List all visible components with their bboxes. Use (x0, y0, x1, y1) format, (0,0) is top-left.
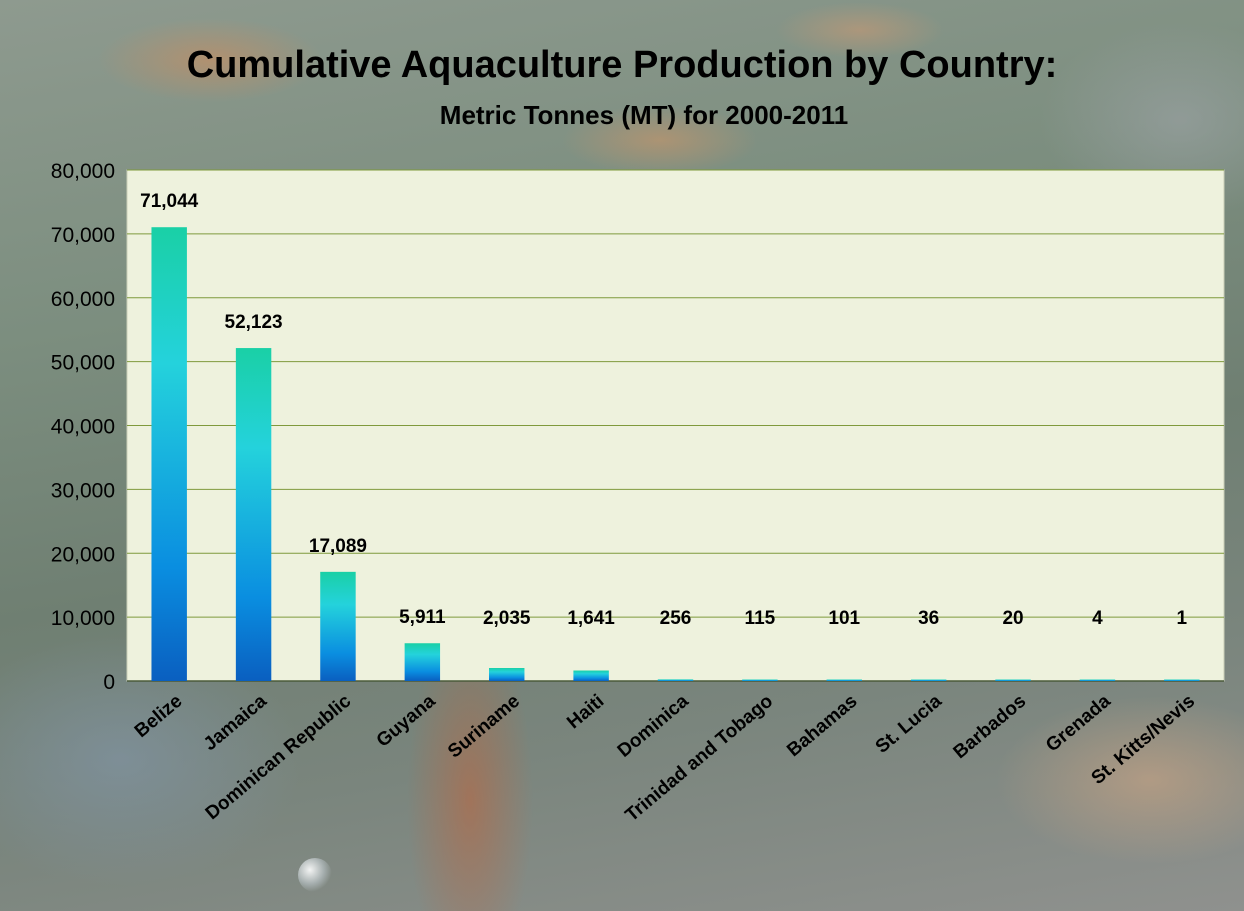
bar (573, 670, 609, 681)
x-tick-label: Guyana (373, 690, 440, 751)
bar (910, 679, 947, 681)
y-tick-label: 10,000 (51, 607, 115, 630)
chart-title: Cumulative Aquaculture Production by Cou… (186, 44, 1058, 86)
y-tick-label: 40,000 (51, 416, 115, 439)
bar (489, 668, 525, 681)
data-label: 20 (1002, 608, 1023, 629)
data-label: 4 (1092, 608, 1103, 629)
data-label: 1,641 (567, 608, 615, 629)
data-label: 36 (918, 608, 939, 629)
x-tick-label: Suriname (444, 691, 524, 763)
x-tick-label: Grenada (1042, 690, 1115, 756)
x-tick-label: Jamaica (200, 690, 271, 755)
bar (1079, 679, 1116, 681)
bar (995, 679, 1031, 681)
bar (826, 679, 862, 681)
chart-subtitle: Metric Tonnes (MT) for 2000-2011 (439, 100, 849, 130)
data-label: 256 (660, 608, 692, 629)
data-label: 115 (745, 608, 776, 629)
y-tick-label: 80,000 (51, 160, 115, 183)
data-label: 52,123 (225, 312, 283, 333)
bar (404, 643, 441, 681)
bar (151, 227, 187, 681)
water-bubble-decoration (298, 858, 332, 892)
x-tick-label: Dominican Republic (202, 690, 356, 824)
x-tick-label: Haiti (563, 691, 608, 734)
data-label: 71,044 (140, 191, 199, 212)
x-tick-label: Barbados (950, 691, 1031, 763)
data-label: 101 (828, 608, 860, 629)
bar (235, 348, 272, 681)
x-tick-label: Trinidad and Tobago (622, 691, 778, 826)
data-label: 5,911 (399, 607, 446, 628)
y-tick-label: 0 (103, 671, 115, 694)
data-label: 1 (1177, 608, 1188, 629)
x-tick-label: Bahamas (783, 691, 861, 761)
x-tick-label: Dominica (614, 690, 693, 761)
x-tick-label: St. Lucia (872, 690, 946, 757)
bar (742, 679, 778, 681)
y-tick-label: 20,000 (51, 543, 115, 566)
data-label: 2,035 (483, 608, 531, 629)
y-tick-label: 30,000 (51, 479, 115, 502)
y-tick-label: 70,000 (51, 224, 115, 247)
bar (1164, 679, 1200, 681)
data-label: 17,089 (309, 536, 367, 557)
bar (657, 679, 694, 681)
y-tick-label: 50,000 (51, 352, 115, 375)
y-tick-label: 60,000 (51, 288, 115, 311)
x-tick-label: Belize (131, 691, 187, 742)
bar (320, 571, 356, 681)
